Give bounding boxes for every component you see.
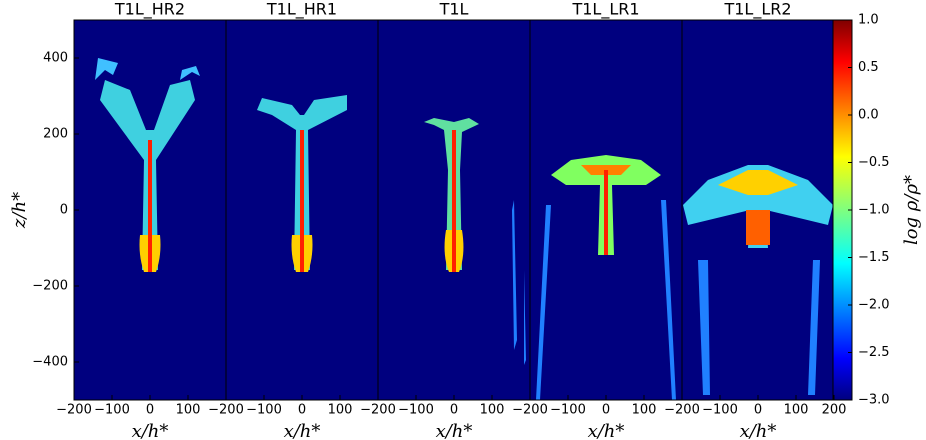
panel-title: T1L_HR2 — [114, 0, 185, 20]
density-map — [95, 58, 200, 272]
x-tick-label: −100 — [398, 403, 434, 418]
colorbar-tick-label: −1.5 — [858, 250, 890, 265]
y-tick-label: 0 — [60, 203, 68, 218]
panel-title: T1L_HR1 — [266, 0, 337, 20]
x-tick-label: −200 — [56, 403, 92, 418]
colorbar-tick-label: −2.5 — [858, 345, 890, 360]
x-tick-label: 0 — [602, 403, 610, 418]
colorbar-tick-label: −0.5 — [858, 155, 890, 170]
x-tick-label: 100 — [176, 403, 201, 418]
x-tick-label: −200 — [512, 403, 548, 418]
density-map — [536, 155, 676, 400]
x-tick-label: 0 — [450, 403, 458, 418]
x-tick-label: 0 — [146, 403, 154, 418]
x-tick-label: −200 — [208, 403, 244, 418]
x-tick-label: 100 — [480, 403, 505, 418]
y-tick-label: 200 — [43, 127, 68, 142]
y-tick-label: 400 — [43, 51, 68, 66]
x-tick-label: −100 — [550, 403, 586, 418]
x-axis-label: x/h* — [740, 421, 777, 440]
x-tick-label: −100 — [702, 403, 738, 418]
x-tick-label: −200 — [360, 403, 396, 418]
x-tick-label: −100 — [246, 403, 282, 418]
colorbar-tick-label: 0.5 — [858, 60, 879, 75]
colorbar-tick-label: 1.0 — [858, 13, 879, 28]
x-tick-label: 100 — [784, 403, 809, 418]
colorbar-tick-label: −3.0 — [858, 393, 890, 408]
y-axis-label: z/h* — [9, 192, 30, 229]
x-axis-label: x/h* — [132, 421, 169, 440]
x-tick-label: 200 — [822, 403, 847, 418]
x-axis-label: x/h* — [436, 421, 473, 440]
density-map — [683, 165, 833, 395]
x-tick-label: −200 — [664, 403, 700, 418]
density-map — [424, 118, 526, 365]
colorbar-tick-label: −2.0 — [858, 298, 890, 313]
x-tick-label: −100 — [94, 403, 130, 418]
panel-title: T1L_LR2 — [723, 0, 791, 20]
x-tick-label: 0 — [754, 403, 762, 418]
density-map — [257, 95, 347, 272]
colorbar-tick-label: −1.0 — [858, 203, 890, 218]
x-tick-label: 0 — [298, 403, 306, 418]
panel-title: T1L_LR1 — [571, 0, 639, 20]
colorbar-tick-label: 0.0 — [858, 108, 879, 123]
panel-title: T1L — [439, 0, 469, 19]
y-tick-label: −400 — [32, 355, 68, 370]
y-tick-label: −200 — [32, 279, 68, 294]
colorbar-label: log ρ/ρ* — [901, 175, 922, 245]
x-axis-label: x/h* — [284, 421, 321, 440]
x-axis-label: x/h* — [588, 421, 625, 440]
x-tick-label: 100 — [632, 403, 657, 418]
x-tick-label: 100 — [328, 403, 353, 418]
